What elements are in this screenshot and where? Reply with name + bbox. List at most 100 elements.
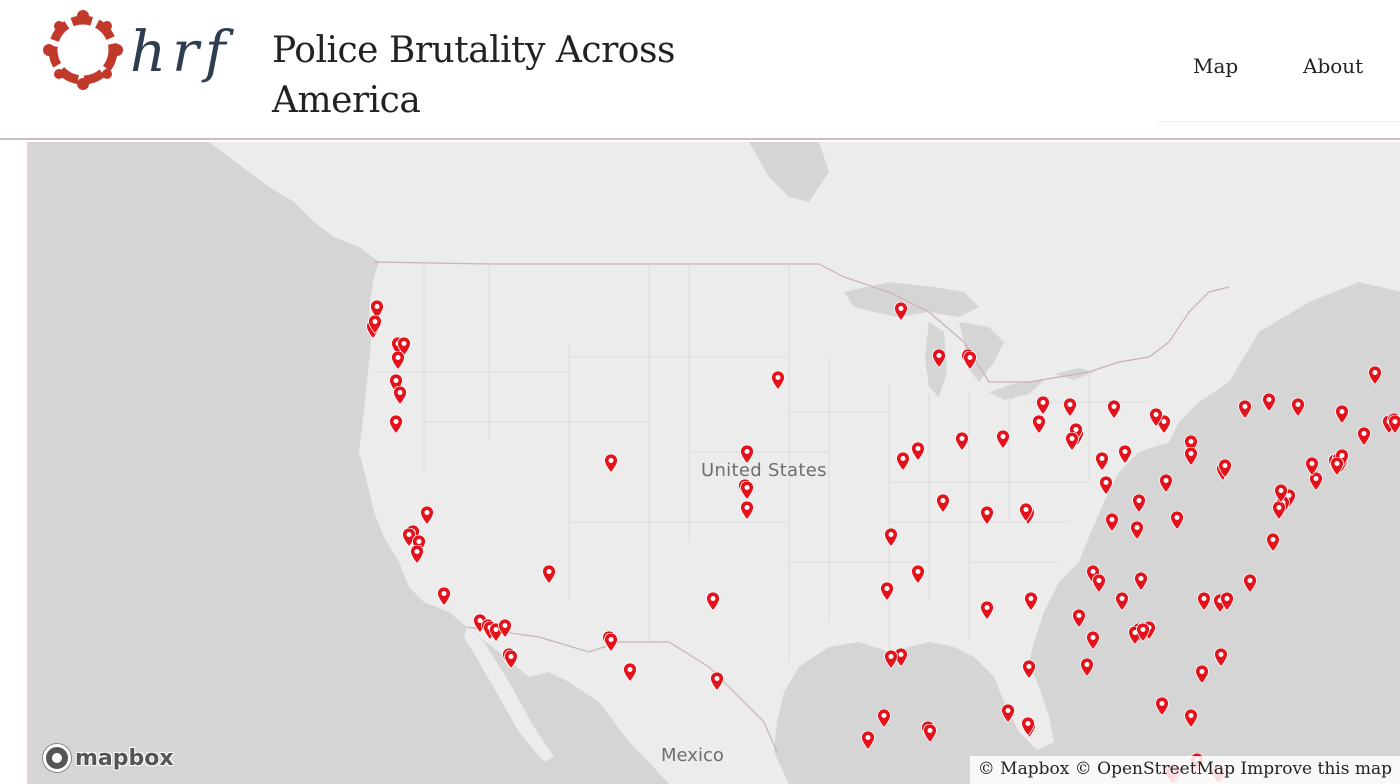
- map-pin-icon[interactable]: [1214, 647, 1229, 667]
- map-pin-icon[interactable]: [1272, 500, 1286, 520]
- map-pin-icon[interactable]: [884, 527, 899, 547]
- map-pin-icon[interactable]: [1118, 444, 1133, 464]
- map-pin-icon[interactable]: [604, 454, 618, 474]
- gulf-of-mexico: [781, 642, 1037, 784]
- map-pin-icon[interactable]: [1388, 415, 1400, 435]
- map-pin-icon[interactable]: [1291, 398, 1306, 417]
- map-pin-icon[interactable]: [880, 581, 895, 601]
- map-pin-icon[interactable]: [1170, 510, 1185, 530]
- map-pin-icon[interactable]: [1243, 574, 1258, 594]
- attribution-mapbox-link[interactable]: © Mapbox: [977, 759, 1070, 779]
- map-pin-icon[interactable]: [1107, 400, 1121, 420]
- map-pin-icon[interactable]: [1091, 574, 1106, 594]
- map-pin-icon[interactable]: [709, 672, 724, 692]
- map-pin-icon[interactable]: [1020, 716, 1035, 736]
- map-pin-icon[interactable]: [1099, 476, 1114, 496]
- mapbox-logo[interactable]: mapbox: [43, 742, 174, 774]
- map-pin-icon[interactable]: [392, 385, 407, 405]
- country-label-mexico: Mexico: [661, 745, 724, 766]
- map-pin-icon[interactable]: [1018, 503, 1033, 523]
- map-pin-icon[interactable]: [388, 415, 403, 435]
- map-attribution: © Mapbox © OpenStreetMap Improve this ma…: [969, 756, 1400, 784]
- map-pin-icon[interactable]: [893, 302, 908, 322]
- map-pin-icon[interactable]: [1135, 623, 1150, 643]
- map-pin-icon[interactable]: [1105, 513, 1119, 533]
- map-pin-icon[interactable]: [922, 723, 937, 743]
- map-pin-icon[interactable]: [1133, 571, 1148, 591]
- map-pin-icon[interactable]: [963, 351, 977, 371]
- map-pin-icon[interactable]: [1158, 473, 1173, 493]
- map-pin-icon[interactable]: [1304, 456, 1319, 476]
- map-pin-icon[interactable]: [1274, 483, 1288, 503]
- map-pin-icon[interactable]: [1024, 591, 1039, 611]
- map-pin-icon[interactable]: [1130, 520, 1144, 540]
- map-pin-icon[interactable]: [1368, 366, 1382, 386]
- map-pin-icon[interactable]: [936, 493, 950, 513]
- nav-link-about[interactable]: About: [1303, 54, 1364, 78]
- hudson-bay: [749, 142, 829, 202]
- map-pin-icon[interactable]: [705, 591, 720, 611]
- map-pin-icon[interactable]: [604, 633, 618, 653]
- map-pin-icon[interactable]: [740, 444, 755, 464]
- map-pin-icon[interactable]: [1266, 532, 1281, 552]
- map-pin-icon[interactable]: [911, 442, 926, 462]
- map-pin-icon[interactable]: [1085, 630, 1100, 650]
- map-pin-icon[interactable]: [410, 545, 424, 564]
- map-pin-icon[interactable]: [504, 650, 518, 670]
- map-pin-icon[interactable]: [1308, 471, 1323, 491]
- map-pin-icon[interactable]: [498, 618, 513, 638]
- mapbox-compass-icon: [43, 744, 71, 772]
- map-pin-icon[interactable]: [1080, 657, 1094, 677]
- map-pin-icon[interactable]: [1036, 395, 1050, 415]
- map-pin-icon[interactable]: [1220, 591, 1235, 611]
- map-pin-icon[interactable]: [1132, 493, 1146, 513]
- mapbox-logo-text: mapbox: [75, 745, 174, 771]
- map-pin-icon[interactable]: [1335, 405, 1350, 425]
- map-pin-icon[interactable]: [895, 451, 910, 471]
- map-pin-icon[interactable]: [488, 623, 503, 643]
- map-pin-icon[interactable]: [771, 371, 785, 391]
- map-pin-icon[interactable]: [740, 500, 755, 520]
- map-pin-icon[interactable]: [542, 564, 557, 584]
- map-pin-icon[interactable]: [1072, 608, 1087, 628]
- attribution-improve-link[interactable]: Improve this map: [1240, 759, 1392, 779]
- map-pin-icon[interactable]: [1064, 432, 1079, 452]
- map-pin-icon[interactable]: [1183, 447, 1198, 466]
- map-pin-icon[interactable]: [1197, 591, 1212, 611]
- map-pin-icon[interactable]: [1262, 393, 1277, 413]
- map-pin-icon[interactable]: [876, 709, 891, 729]
- incident-map[interactable]: United States Mexico mapbox © Mapbox © O…: [27, 142, 1400, 784]
- map-pin-icon[interactable]: [1329, 456, 1344, 476]
- map-pin-icon[interactable]: [980, 601, 995, 621]
- hrf-logo[interactable]: hrf: [40, 8, 240, 98]
- attribution-osm-link[interactable]: © OpenStreetMap: [1074, 759, 1235, 779]
- map-pin-icon[interactable]: [1356, 427, 1371, 447]
- map-pin-icon[interactable]: [1032, 415, 1046, 435]
- map-pin-icon[interactable]: [367, 314, 382, 334]
- map-pin-icon[interactable]: [623, 662, 638, 682]
- map-pin-icon[interactable]: [1183, 709, 1198, 729]
- us-canada-border: [373, 261, 1230, 383]
- map-pin-icon[interactable]: [980, 505, 995, 525]
- map-pin-icon[interactable]: [932, 349, 947, 368]
- map-pin-icon[interactable]: [861, 731, 876, 751]
- map-pin-icon[interactable]: [1218, 459, 1233, 479]
- map-pin-icon[interactable]: [955, 432, 970, 452]
- map-pin-icon[interactable]: [740, 481, 755, 501]
- map-pin-icon[interactable]: [995, 429, 1010, 449]
- map-pin-icon[interactable]: [1062, 398, 1077, 417]
- map-pin-icon[interactable]: [884, 650, 899, 670]
- map-pin-icon[interactable]: [1195, 665, 1210, 685]
- map-pin-icon[interactable]: [1022, 660, 1037, 680]
- nav-link-map[interactable]: Map: [1193, 54, 1239, 78]
- map-pin-icon[interactable]: [1001, 704, 1016, 724]
- map-pin-icon[interactable]: [390, 351, 405, 371]
- map-pin-icon[interactable]: [1095, 451, 1110, 471]
- map-pin-icon[interactable]: [911, 564, 926, 584]
- map-pin-icon[interactable]: [1114, 591, 1129, 611]
- map-pin-icon[interactable]: [436, 586, 451, 606]
- map-pin-icon[interactable]: [1149, 407, 1164, 427]
- map-pin-icon[interactable]: [1237, 400, 1252, 420]
- map-pin-icon[interactable]: [419, 505, 434, 525]
- map-pin-icon[interactable]: [1155, 696, 1169, 716]
